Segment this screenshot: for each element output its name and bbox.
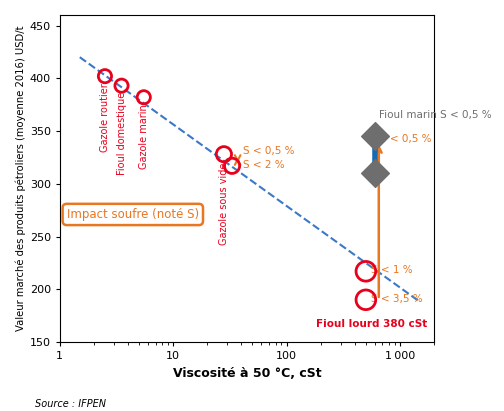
Text: S < 2 %: S < 2 % [243, 160, 284, 170]
Point [220, 151, 228, 157]
Point [140, 94, 148, 101]
Point [362, 268, 370, 275]
Text: Fioul marin S < 0,5 %: Fioul marin S < 0,5 % [379, 111, 491, 120]
Text: S < 3,5 %: S < 3,5 % [371, 294, 423, 304]
Point [101, 73, 109, 79]
Point [117, 82, 125, 89]
Point [228, 162, 236, 169]
Text: Gazole marin: Gazole marin [139, 105, 149, 169]
Text: S < 0,5 %: S < 0,5 % [243, 146, 294, 156]
Text: Fioul lourd 380 cSt: Fioul lourd 380 cSt [316, 319, 427, 329]
Point [371, 133, 379, 140]
Y-axis label: Valeur marché des produits pétroliers (moyenne 2016) USD/t: Valeur marché des produits pétroliers (m… [15, 26, 26, 331]
Text: Gazole routier: Gazole routier [100, 83, 110, 152]
Text: Impact soufre (noté S): Impact soufre (noté S) [67, 208, 199, 221]
Text: S < 1 %: S < 1 % [371, 265, 413, 275]
X-axis label: Viscosité à 50 °C, cSt: Viscosité à 50 °C, cSt [173, 367, 321, 380]
Text: S < 0,5 %: S < 0,5 % [380, 134, 431, 144]
Text: Source : IFPEN: Source : IFPEN [35, 399, 106, 409]
Text: Gazole sous vide: Gazole sous vide [219, 163, 229, 245]
Text: Fioul domestique: Fioul domestique [116, 92, 127, 175]
Point [362, 296, 370, 303]
Point [371, 170, 379, 176]
